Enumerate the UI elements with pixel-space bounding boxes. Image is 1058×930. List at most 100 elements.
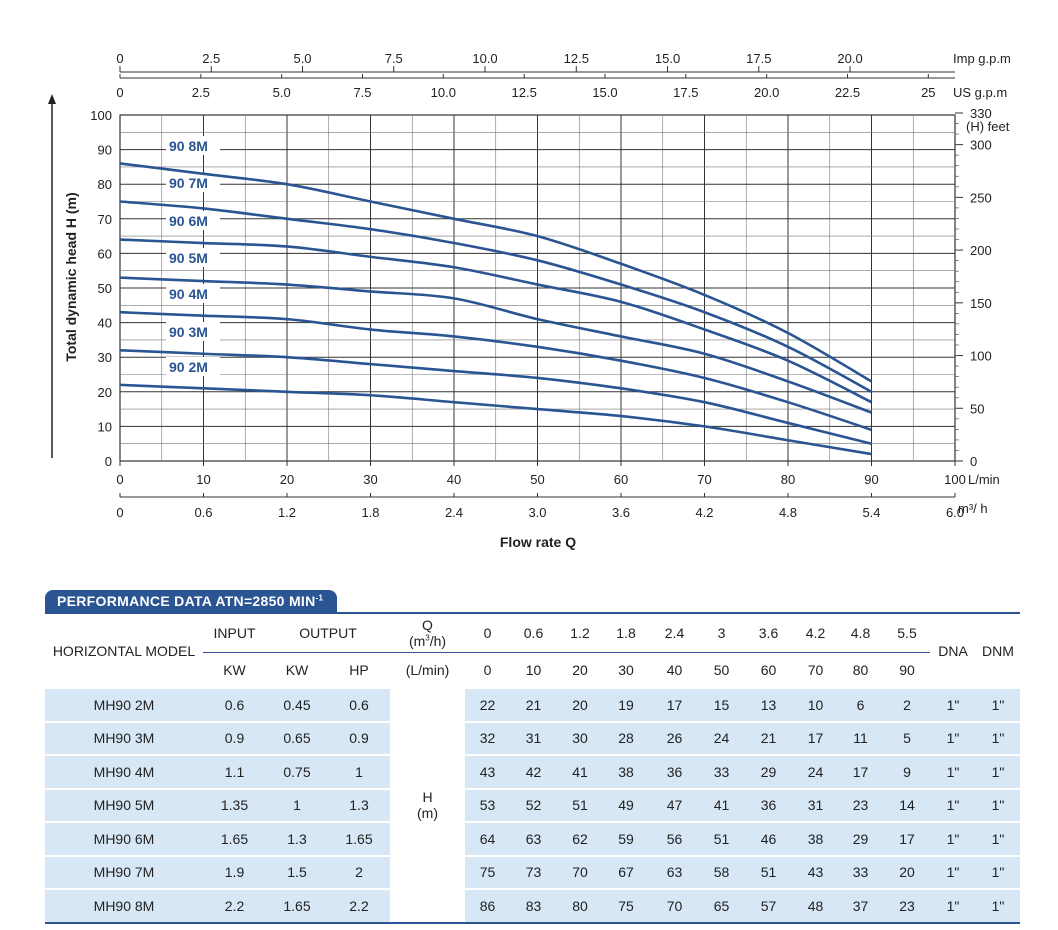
cell-dna: 1" — [930, 720, 976, 755]
cell-head-value: 36 — [743, 787, 794, 822]
cell-head-value: 38 — [603, 754, 649, 789]
cell-kw-input: 1.35 — [203, 787, 266, 822]
curve-label-bg — [166, 211, 220, 230]
x-tick-label: 60 — [614, 472, 628, 487]
cell-hp: 2.2 — [328, 888, 390, 923]
right-tick-label: 150 — [970, 296, 992, 311]
table-row: MH90 7M 1.9 1.5 2 75 73 70 67 63 58 51 43 33 20 1" 1" — [45, 854, 1020, 889]
cell-head-value: 36 — [649, 754, 700, 789]
cell-head-value: 24 — [700, 720, 743, 755]
cell-head-value: 23 — [837, 787, 884, 822]
cell-head-value: 11 — [837, 720, 884, 755]
cell-head-value: 51 — [557, 787, 603, 822]
x2-tick-label: 0 — [116, 505, 123, 520]
header-q-m3h: 1.8 — [616, 625, 636, 641]
curve-90-4m — [119, 310, 872, 432]
header-kw-input: KW — [203, 652, 266, 688]
top-us-tick-label: 10.0 — [431, 85, 456, 100]
header-q-m3h: 1.2 — [570, 625, 590, 641]
cell-head-value: 73 — [510, 854, 557, 889]
cell-head-value: 67 — [603, 854, 649, 889]
cell-model: MH90 8M — [45, 888, 203, 923]
cell-head-value: 13 — [743, 687, 794, 722]
top-us-tick-label: 0 — [116, 85, 123, 100]
cell-head-value: 51 — [700, 821, 743, 856]
header-q-m3h: 0 — [483, 625, 492, 641]
header-q-m3h: 4.8 — [850, 625, 871, 641]
top-us-tick-label: 7.5 — [353, 85, 371, 100]
cell-head-value: 31 — [794, 787, 837, 822]
cell-head-value: 49 — [603, 787, 649, 822]
cell-head-value: 2 — [884, 687, 930, 722]
cell-head-value: 64 — [465, 821, 510, 856]
cell-hp: 1.65 — [328, 821, 390, 856]
cell-head-value: 29 — [743, 754, 794, 789]
curve-90-8m — [119, 162, 873, 383]
curve-label-90-6m: 90 6M — [169, 213, 208, 229]
pump-performance-chart: Total dynamic head H (m) 0 10 20 30 40 50 60 70 8… — [48, 51, 1011, 550]
cell-kw-output: 0.65 — [266, 720, 328, 755]
cell-head-value: 21 — [510, 687, 557, 722]
cell-kw-input: 0.6 — [203, 687, 266, 722]
cell-head-value: 37 — [837, 888, 884, 923]
header-q-unit: (m3/h) — [408, 633, 447, 649]
y-tick-label: 60 — [98, 246, 112, 261]
top-imp-tick-label: 17.5 — [746, 51, 771, 66]
curve-label-90-3m: 90 3M — [169, 324, 208, 340]
chart-grid — [119, 114, 956, 462]
curve-label-90-8m: 90 8M — [169, 138, 208, 154]
cell-hp: 1 — [328, 754, 390, 789]
y-tick-label: 80 — [98, 177, 112, 192]
cell-hp: 0.9 — [328, 720, 390, 755]
cell-head-value: 59 — [603, 821, 649, 856]
header-input: INPUT — [213, 625, 256, 641]
cell-dna: 1" — [930, 687, 976, 722]
x-tick-label: 100 — [944, 472, 966, 487]
header-q-m3h: 5.5 — [897, 625, 917, 641]
top-us-tick-label: 25 — [921, 85, 935, 100]
x2-tick-label: 3.0 — [528, 505, 546, 520]
cell-head-value: 33 — [837, 854, 884, 889]
top-us-tick-label: 5.0 — [273, 85, 291, 100]
performance-data-table-section: PERFORMANCE DATA ATN=2850 MIN-1 HORIZONT… — [45, 590, 1020, 924]
cell-dna: 1" — [930, 888, 976, 923]
cell-head-value: 75 — [603, 888, 649, 923]
curve-90-2m — [119, 383, 872, 456]
top-imp-tick-label: 20.0 — [837, 51, 862, 66]
x-tick-label: 10 — [196, 472, 210, 487]
header-dnm: DNM — [982, 642, 1014, 659]
y-tick-label: 10 — [98, 419, 112, 434]
cell-dnm: 1" — [976, 888, 1020, 923]
header-q-lmin: 30 — [603, 652, 649, 688]
cell-hp: 2 — [328, 854, 390, 889]
curve-90-7m — [119, 200, 873, 393]
x-tick-label: 30 — [363, 472, 377, 487]
x-tick-label: 0 — [116, 472, 123, 487]
cell-kw-output: 1.5 — [266, 854, 328, 889]
cell-head-value: 33 — [700, 754, 743, 789]
top-us-tick-label: 20.0 — [754, 85, 779, 100]
curve-label-bg — [166, 136, 220, 155]
y-tick-label: 0 — [105, 454, 112, 469]
cell-kw-output: 1.3 — [266, 821, 328, 856]
cell-head-value: 42 — [510, 754, 557, 789]
cell-dna: 1" — [930, 854, 976, 889]
cell-dnm: 1" — [976, 854, 1020, 889]
cell-head-value: 6 — [837, 687, 884, 722]
cell-head-value: 65 — [700, 888, 743, 923]
header-q-lmin: 0 — [465, 652, 510, 688]
table-row: MH90 3M 0.9 0.65 0.9 32 31 30 28 26 24 21 17 11 5 1" 1" — [45, 720, 1020, 755]
cell-hp: 1.3 — [328, 787, 390, 822]
right-tick-label: 330 — [970, 106, 992, 121]
cell-head-value: 28 — [603, 720, 649, 755]
right-units-label: (H) feet — [966, 119, 1010, 134]
cell-head-value: 21 — [743, 720, 794, 755]
cell-head-value: 19 — [603, 687, 649, 722]
cell-head-value: 75 — [465, 854, 510, 889]
cell-model: MH90 5M — [45, 787, 203, 822]
top-us-tick-label: 12.5 — [512, 85, 537, 100]
cell-head-value: 43 — [794, 854, 837, 889]
header-q-lmin: 20 — [557, 652, 603, 688]
cell-head-value: 29 — [837, 821, 884, 856]
cell-head-value: 9 — [884, 754, 930, 789]
